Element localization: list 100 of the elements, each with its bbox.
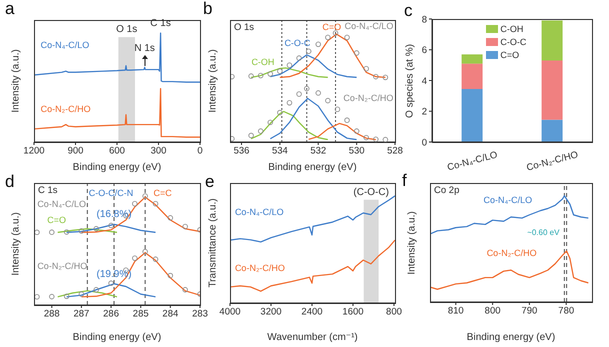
x-tick-label: 528 xyxy=(387,146,403,157)
x-tick-label: 800 xyxy=(484,306,501,317)
point xyxy=(132,255,138,261)
x-axis-title: Binding energy (eV) xyxy=(72,332,162,343)
chart-title: b xyxy=(203,0,212,18)
x-tick-label: 1600 xyxy=(342,306,364,318)
series-label: Co-N₄-C/LO xyxy=(344,21,394,32)
x-tick-label: 536 xyxy=(234,146,250,157)
chart-subtitle: O 1s xyxy=(234,22,254,33)
x-tick-label: 287 xyxy=(74,308,90,320)
point xyxy=(108,280,114,286)
series-label: Co-N₄-C/LO xyxy=(483,194,532,205)
point xyxy=(182,287,188,292)
x-tick-label: 0 xyxy=(197,146,203,157)
point xyxy=(354,128,360,134)
y-axis-title: Intensity (a.u.) xyxy=(10,49,22,113)
point xyxy=(382,136,388,142)
x-tick-label: 790 xyxy=(521,306,538,317)
chart-subtitle: Co 2p xyxy=(434,185,460,196)
point xyxy=(286,62,292,68)
point xyxy=(344,118,350,123)
point xyxy=(382,74,388,80)
point xyxy=(168,272,174,278)
y-tick-label: 6 xyxy=(422,45,427,56)
point xyxy=(152,200,158,206)
point xyxy=(248,73,254,79)
legend-label: C=O xyxy=(500,50,520,60)
series-label: C=O xyxy=(322,22,342,32)
bar xyxy=(462,88,483,142)
x-tick-label: 900 xyxy=(68,146,84,157)
point xyxy=(277,110,283,116)
text: Co-N₄-C/LO xyxy=(40,40,90,50)
point xyxy=(364,134,369,140)
x-tick-label: 810 xyxy=(448,306,464,317)
point xyxy=(64,294,70,299)
point xyxy=(306,48,312,54)
point xyxy=(373,136,379,142)
x-tick-label: 780 xyxy=(558,306,574,317)
x-tick-label: 4000 xyxy=(219,306,241,318)
point xyxy=(49,294,54,300)
point xyxy=(325,98,331,104)
annotation: ~0.60 eV xyxy=(527,228,560,238)
x-tick-label: 532 xyxy=(310,146,326,157)
text: C-O-C/C-N xyxy=(88,188,134,198)
y-tick-label: 2 xyxy=(422,106,427,118)
x-axis-title: Binding energy (eV) xyxy=(466,332,556,343)
point xyxy=(364,66,369,72)
series-label: Co-N₂-C/HO xyxy=(234,263,285,274)
series-label: C-O-C xyxy=(284,38,310,48)
x-tick-label: 285 xyxy=(132,308,149,320)
bar xyxy=(462,64,483,89)
y-tick-label: 8 xyxy=(422,14,427,26)
series-label: Co-N₂-C/HO xyxy=(486,248,537,258)
x-tick-label: 800 xyxy=(386,306,402,318)
y-axis-title: Intensity (a.u.) xyxy=(406,210,418,274)
point xyxy=(277,68,283,74)
point xyxy=(142,248,148,254)
x-tick-label: 600 xyxy=(109,146,125,157)
point xyxy=(94,226,99,232)
point xyxy=(168,215,174,221)
y-axis-title: Intensity (a.u.) xyxy=(10,212,22,276)
x-tick-label: 3200 xyxy=(260,306,282,318)
legend-label: C-OH xyxy=(500,24,524,34)
point xyxy=(354,50,360,56)
band-label: (C-O-C) xyxy=(353,186,389,198)
point xyxy=(332,30,338,36)
point xyxy=(94,287,99,292)
chart-subtitle: C 1s xyxy=(38,185,58,196)
y-axis-title: Transmittance (a.u.) xyxy=(208,198,218,288)
band-label: O 1s xyxy=(116,24,138,36)
x-tick-label: 284 xyxy=(162,308,178,320)
point xyxy=(49,230,54,235)
series-label: Co-N₂-C/HO xyxy=(343,93,394,104)
x-tick-label: 283 xyxy=(192,308,208,320)
chart-title: d xyxy=(5,172,14,191)
chart-title: c xyxy=(404,1,412,20)
series-label: Co-N₂-C/HO xyxy=(40,104,91,114)
point xyxy=(268,71,273,77)
point xyxy=(258,128,264,134)
point xyxy=(268,120,273,126)
x-tick-label: 288 xyxy=(44,308,60,320)
point xyxy=(316,42,321,47)
bar xyxy=(542,20,563,61)
point xyxy=(78,291,84,297)
point xyxy=(316,90,321,96)
point xyxy=(132,200,138,206)
chart-title: e xyxy=(205,172,214,191)
bar xyxy=(542,120,563,142)
point xyxy=(296,91,302,97)
point xyxy=(304,86,310,92)
point xyxy=(334,106,340,112)
series-label: C=C xyxy=(154,188,172,198)
annotation: N 1s xyxy=(134,43,155,54)
point xyxy=(248,132,254,138)
series-label: Co-N₄-C/LO xyxy=(234,207,284,217)
x-tick-label: 2400 xyxy=(301,306,323,318)
chart-title: f xyxy=(402,171,407,190)
legend-label: C-O-C xyxy=(500,37,526,48)
x-tick-label: 286 xyxy=(103,308,119,320)
x-tick-label: 1200 xyxy=(23,146,45,157)
